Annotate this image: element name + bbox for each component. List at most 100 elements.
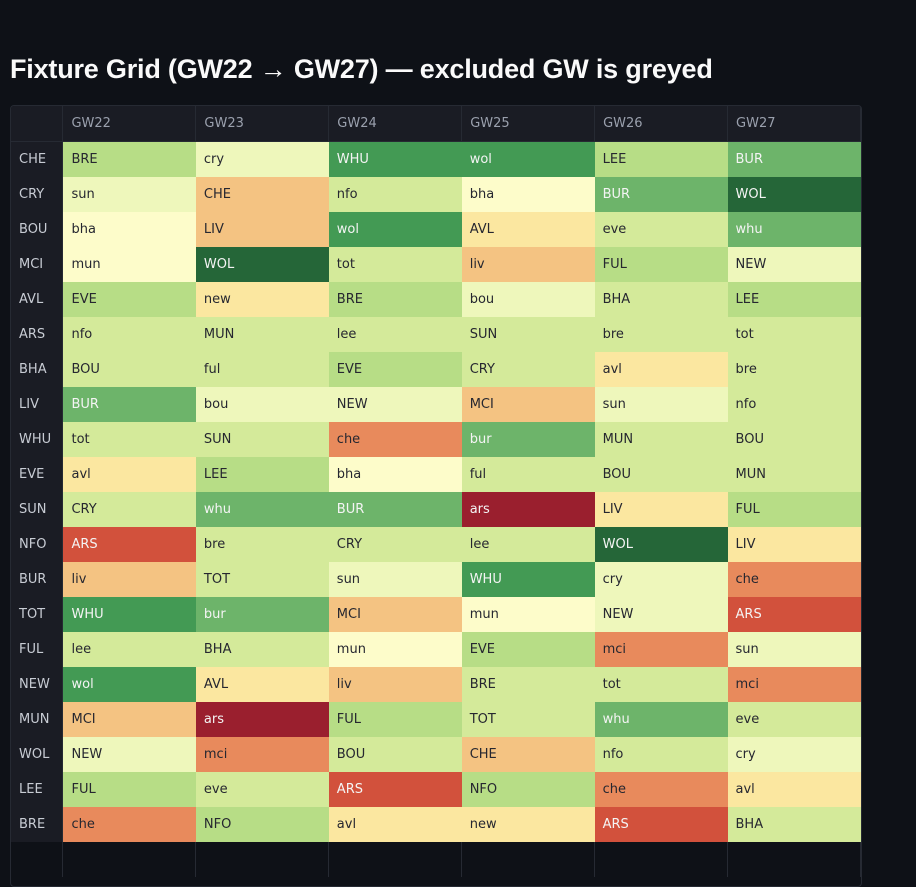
row-header-team[interactable]: TOT	[11, 597, 64, 632]
column-header-gw22[interactable]: GW22	[62, 106, 197, 142]
row-header-team[interactable]: NFO	[11, 527, 64, 562]
fixture-cell[interactable]: EVE	[62, 282, 196, 317]
fixture-cell[interactable]: NFO	[461, 772, 595, 807]
fixture-cell[interactable]: lee	[62, 632, 196, 667]
fixture-cell[interactable]: eve	[727, 702, 861, 737]
fixture-cell[interactable]: LEE	[727, 282, 861, 317]
fixture-cell[interactable]: MCI	[328, 597, 462, 632]
fixture-cell[interactable]: sun	[62, 177, 196, 212]
fixture-cell[interactable]: NEW	[594, 597, 728, 632]
fixture-cell[interactable]: che	[594, 772, 728, 807]
fixture-cell[interactable]: FUL	[727, 492, 861, 527]
fixture-cell[interactable]: tot	[328, 247, 462, 282]
fixture-cell[interactable]: new	[195, 282, 329, 317]
fixture-cell[interactable]: TOT	[461, 702, 595, 737]
row-header-team[interactable]: FUL	[11, 632, 64, 667]
fixture-cell[interactable]: BHA	[195, 632, 329, 667]
fixture-cell[interactable]: NEW	[328, 387, 462, 422]
fixture-cell[interactable]: sun	[328, 562, 462, 597]
fixture-cell[interactable]: liv	[461, 247, 595, 282]
fixture-cell[interactable]: ful	[195, 352, 329, 387]
fixture-cell[interactable]: avl	[62, 457, 196, 492]
fixture-cell[interactable]: bha	[328, 457, 462, 492]
fixture-cell[interactable]: TOT	[195, 562, 329, 597]
fixture-cell[interactable]: mci	[195, 737, 329, 772]
fixture-cell[interactable]: MCI	[461, 387, 595, 422]
fixture-cell[interactable]: nfo	[62, 317, 196, 352]
row-header-team[interactable]: WHU	[11, 422, 64, 457]
row-header-team[interactable]: WOL	[11, 737, 64, 772]
column-header-gw25[interactable]: GW25	[461, 106, 596, 142]
fixture-cell[interactable]: FUL	[62, 772, 196, 807]
fixture-cell[interactable]: liv	[328, 667, 462, 702]
fixture-cell[interactable]: cry	[195, 141, 329, 177]
fixture-cell[interactable]: WHU	[461, 562, 595, 597]
fixture-cell[interactable]: CRY	[461, 352, 595, 387]
fixture-cell[interactable]: mun	[62, 247, 196, 282]
fixture-cell[interactable]: LIV	[594, 492, 728, 527]
row-header-team[interactable]: ARS	[11, 317, 64, 352]
fixture-cell[interactable]: FUL	[328, 702, 462, 737]
fixture-cell[interactable]: lee	[328, 317, 462, 352]
fixture-cell[interactable]: AVL	[195, 667, 329, 702]
row-header-team[interactable]: CRY	[11, 177, 64, 212]
column-header-gw23[interactable]: GW23	[195, 106, 330, 142]
row-header-team[interactable]: BUR	[11, 562, 64, 597]
fixture-cell[interactable]: wol	[461, 141, 595, 177]
fixture-cell[interactable]: MUN	[727, 457, 861, 492]
fixture-cell[interactable]: whu	[727, 212, 861, 247]
fixture-cell[interactable]: BHA	[727, 807, 861, 842]
fixture-cell[interactable]: bur	[461, 422, 595, 457]
fixture-cell[interactable]: mun	[328, 632, 462, 667]
fixture-cell[interactable]: BRE	[62, 141, 196, 177]
row-header-team[interactable]: BOU	[11, 212, 64, 247]
fixture-cell[interactable]: BOU	[62, 352, 196, 387]
fixture-cell[interactable]: bou	[195, 387, 329, 422]
fixture-cell[interactable]: BHA	[594, 282, 728, 317]
fixture-cell[interactable]: sun	[727, 632, 861, 667]
fixture-cell[interactable]: SUN	[195, 422, 329, 457]
column-header-gw24[interactable]: GW24	[328, 106, 463, 142]
fixture-cell[interactable]: BOU	[328, 737, 462, 772]
fixture-cell[interactable]: BRE	[328, 282, 462, 317]
fixture-cell[interactable]: BUR	[727, 141, 861, 177]
column-header-gw26[interactable]: GW26	[594, 106, 729, 142]
fixture-cell[interactable]: whu	[195, 492, 329, 527]
fixture-cell[interactable]: bre	[195, 527, 329, 562]
fixture-cell[interactable]: ars	[195, 702, 329, 737]
fixture-cell[interactable]: new	[461, 807, 595, 842]
fixture-cell[interactable]: WOL	[594, 527, 728, 562]
row-header-team[interactable]: MCI	[11, 247, 64, 282]
fixture-cell[interactable]: CRY	[328, 527, 462, 562]
fixture-cell[interactable]: ARS	[62, 527, 196, 562]
fixture-cell[interactable]: NFO	[195, 807, 329, 842]
fixture-cell[interactable]: bha	[62, 212, 196, 247]
row-header-team[interactable]: LEE	[11, 772, 64, 807]
fixture-cell[interactable]: cry	[727, 737, 861, 772]
fixture-cell[interactable]: NEW	[727, 247, 861, 282]
fixture-cell[interactable]: liv	[62, 562, 196, 597]
fixture-cell[interactable]: tot	[62, 422, 196, 457]
fixture-cell[interactable]: ARS	[594, 807, 728, 842]
fixture-cell[interactable]: mci	[727, 667, 861, 702]
fixture-cell[interactable]: mun	[461, 597, 595, 632]
fixture-cell[interactable]: cry	[594, 562, 728, 597]
fixture-cell[interactable]: whu	[594, 702, 728, 737]
fixture-cell[interactable]: bha	[461, 177, 595, 212]
fixture-cell[interactable]: EVE	[328, 352, 462, 387]
fixture-cell[interactable]: WOL	[727, 177, 861, 212]
fixture-cell[interactable]: WHU	[328, 141, 462, 177]
fixture-cell[interactable]: eve	[195, 772, 329, 807]
fixture-cell[interactable]: MUN	[195, 317, 329, 352]
fixture-cell[interactable]: ARS	[328, 772, 462, 807]
fixture-cell[interactable]: avl	[328, 807, 462, 842]
fixture-cell[interactable]: bur	[195, 597, 329, 632]
fixture-cell[interactable]: che	[727, 562, 861, 597]
fixture-cell[interactable]: nfo	[727, 387, 861, 422]
fixture-cell[interactable]: CHE	[461, 737, 595, 772]
fixture-cell[interactable]: LIV	[195, 212, 329, 247]
fixture-cell[interactable]: bre	[727, 352, 861, 387]
fixture-cell[interactable]: lee	[461, 527, 595, 562]
column-header-gw27[interactable]: GW27	[727, 106, 861, 142]
fixture-cell[interactable]: sun	[594, 387, 728, 422]
